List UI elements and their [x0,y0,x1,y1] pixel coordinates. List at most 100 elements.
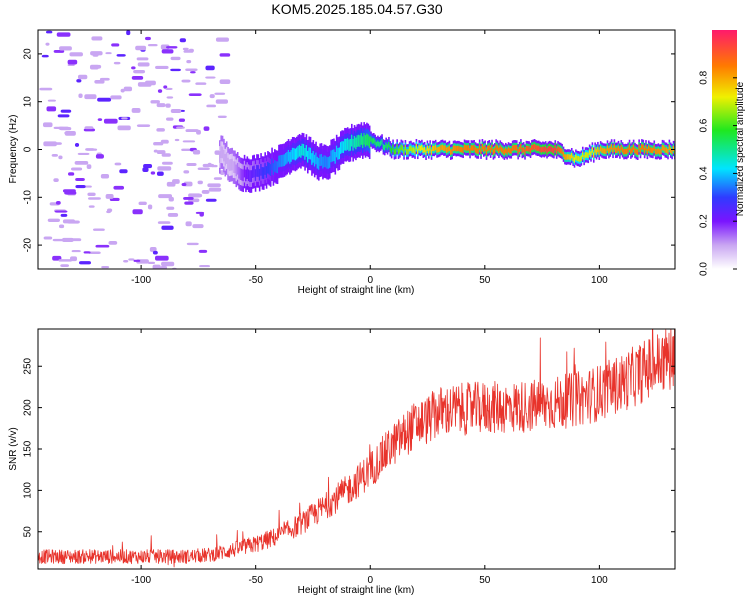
spectrogram-cell [460,147,463,153]
spectrogram-cell [635,149,638,155]
spectrogram-cell [185,221,192,227]
spectrogram-cell [93,228,105,231]
spectrogram-cell [67,59,78,65]
spectrogram-cell [110,95,122,100]
spectrogram-cell [392,144,394,150]
spectrogram-cell [566,154,569,160]
spectrogram-cell [290,150,293,162]
spectrogram-cell [425,149,427,156]
spectrogram-cell [352,138,354,151]
spectrogram-cell [361,136,364,149]
spectrogram-cell [667,148,669,155]
spectrogram-cell [322,156,324,169]
spectrogram-cell [131,76,144,80]
spectrogram-cell [217,115,227,119]
colorbar-tick-label: 0.8 [699,70,710,84]
spectrogram-cell [421,144,423,151]
spectrogram-cell [394,148,397,154]
spectrogram-cell [247,169,250,182]
spectrogram-y-tick-label: -20 [23,237,34,252]
spectrogram-cell [639,147,642,154]
spectrogram-cell [344,138,346,151]
spectrogram-cell [601,147,603,153]
snr-x-label: Height of straight line (km) [298,585,415,596]
spectrogram-cell [441,144,444,150]
spectrogram-cell [542,146,544,152]
spectrogram-cell [411,147,414,153]
spectrogram-cell [355,137,357,150]
spectrogram-cell [166,46,178,49]
spectrogram-cell [487,145,489,152]
spectrogram-cell [643,147,646,154]
colorbar-gradient [712,30,737,269]
spectrogram-cell [404,144,407,151]
spectrogram-cell [208,187,222,192]
spectrogram-cell [71,167,83,171]
spectrogram-cell [447,146,449,153]
spectrogram-cell [628,144,631,151]
spectrogram-cell [565,154,568,160]
spectrogram-cell [377,140,379,146]
spectrogram-cell [186,242,199,246]
spectrogram-cell [462,147,464,154]
spectrogram-cell [405,149,408,155]
spectrogram-cell [551,147,554,153]
colorbar-tick-label: 0.0 [699,262,710,276]
spectrogram-cell [367,134,370,147]
spectrogram-cell [287,149,290,162]
spectrogram-cell [94,79,105,84]
spectrogram-cell [632,144,635,151]
spectrogram-cell [595,149,598,155]
spectrogram-y-tick-label: -10 [23,190,34,205]
spectrogram-cell [59,46,72,51]
spectrogram-cell [433,145,436,152]
spectrogram-cell [114,162,122,166]
spectrogram-cell [158,194,173,199]
spectrogram-cell [253,165,255,178]
spectrogram-cell [286,151,288,164]
spectrogram-cell [434,144,437,151]
spectrogram-cell [630,148,632,154]
spectrogram-cell [91,36,103,41]
spectrogram-cell [575,154,577,160]
spectrogram-cell [430,149,433,155]
spectrogram-cell [166,96,174,99]
spectrogram-cell [636,149,639,156]
spectrogram-cell [668,144,671,150]
spectrogram-cell [269,164,272,176]
spectrogram-cell [444,145,447,151]
spectrogram-cell [646,148,649,155]
spectrogram-cell [557,146,559,152]
snr-plot-area [38,329,675,569]
spectrogram-cell [146,82,154,85]
spectrogram-cell [161,49,174,54]
spectrogram-cell [86,148,98,151]
spectrogram-cell [642,144,645,151]
spectrogram-cell [342,141,345,154]
spectrogram-cell [170,108,182,113]
spectrogram-cell [390,148,393,154]
spectrogram-cell [106,210,111,214]
spectrogram-cell [514,145,517,151]
spectrogram-cell [45,42,50,46]
spectrogram-cell [68,172,75,176]
spectrogram-cell [293,147,295,160]
spectrogram-cell [388,141,390,148]
spectrogram-cell [663,145,665,151]
spectrogram-cell [133,69,146,74]
spectrogram-cells [39,30,675,269]
spectrogram-cell [590,151,592,157]
spectrogram-cell [280,155,283,167]
spectrogram-cell [192,224,204,229]
spectrogram-cell [481,143,484,150]
spectrogram-cell [147,261,156,264]
spectrogram-cell [55,201,61,205]
colorbar-tick-label: 0.6 [699,118,710,132]
spectrogram-cell [215,99,228,104]
spectrogram-cell [554,145,557,151]
snr-y-tick-label: 250 [23,357,34,374]
spectrogram-cell [445,147,448,153]
spectrogram-cell [154,255,169,261]
spectrogram-cell [156,171,164,176]
snr-panel: -100 -50 0 50 100 50 100 150 200 250 Height of s… [8,328,676,596]
